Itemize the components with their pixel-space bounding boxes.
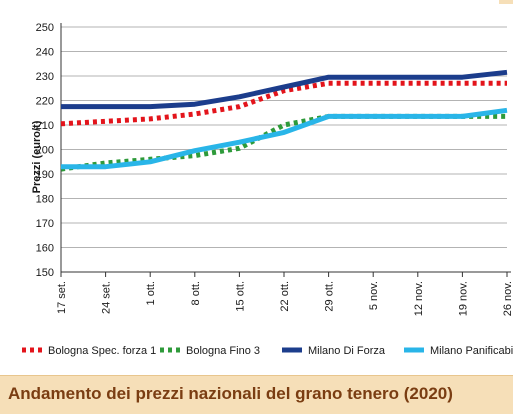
x-tick-label: 19 nov. [457, 281, 469, 316]
y-tick-150: 150 [36, 267, 54, 279]
y-tick-190: 190 [36, 169, 54, 181]
x-tick-label: 22 ott. [279, 281, 291, 312]
y-tick-160: 160 [36, 243, 54, 255]
y-tick-200: 200 [36, 145, 54, 157]
y-tick-220: 220 [36, 96, 54, 108]
legend-label-1: Bologna Spec. forza 1 [48, 345, 156, 357]
x-tick-label: 26 nov. [502, 281, 513, 316]
y-tick-180: 180 [36, 194, 54, 206]
x-tick-label: 24 set. [101, 281, 113, 314]
x-tick-label: 12 nov. [413, 281, 425, 316]
series-line-3 [61, 69, 508, 110]
chart-caption: Andamento dei prezzi nazionali del grano… [8, 384, 453, 403]
grid-lines [61, 26, 507, 248]
y-tick-labels: 150 160 170 180 190 200 210 220 230 240 250 [36, 22, 54, 279]
series-line-2 [60, 113, 507, 172]
x-tick-label: 5 nov. [368, 281, 380, 310]
y-axis-title: Prezzi (euro/t) [31, 120, 43, 193]
legend-label-3: Milano Di Forza [308, 345, 386, 357]
x-tick-labels: 17 set. 24 set. 1 ott. 8 ott. 15 ott. 22 ott.… [56, 281, 513, 316]
x-tick-label: 1 ott. [145, 281, 157, 305]
y-tick-250: 250 [36, 22, 54, 34]
caption-bar: Andamento dei prezzi nazionali del grano… [0, 375, 513, 414]
y-tick-170: 170 [36, 218, 54, 230]
x-tick-label: 29 ott. [324, 281, 336, 312]
series-line-4 [61, 107, 508, 170]
x-tick-label: 15 ott. [234, 281, 246, 312]
x-tick-label: 17 set. [56, 281, 68, 314]
y-tick-230: 230 [36, 71, 54, 83]
legend: Bologna Spec. forza 1 Bologna Fino 3 Milan… [22, 345, 513, 357]
y-tick-240: 240 [36, 47, 54, 59]
legend-label-2: Bologna Fino 3 [186, 345, 260, 357]
corner-mark [499, 0, 513, 4]
y-tick-210: 210 [36, 120, 54, 132]
legend-label-4: Milano Panificabile [430, 345, 513, 357]
series-lines [60, 69, 508, 172]
series-line-1 [60, 80, 507, 127]
axes [60, 23, 511, 277]
x-tick-label: 8 ott. [190, 281, 202, 305]
